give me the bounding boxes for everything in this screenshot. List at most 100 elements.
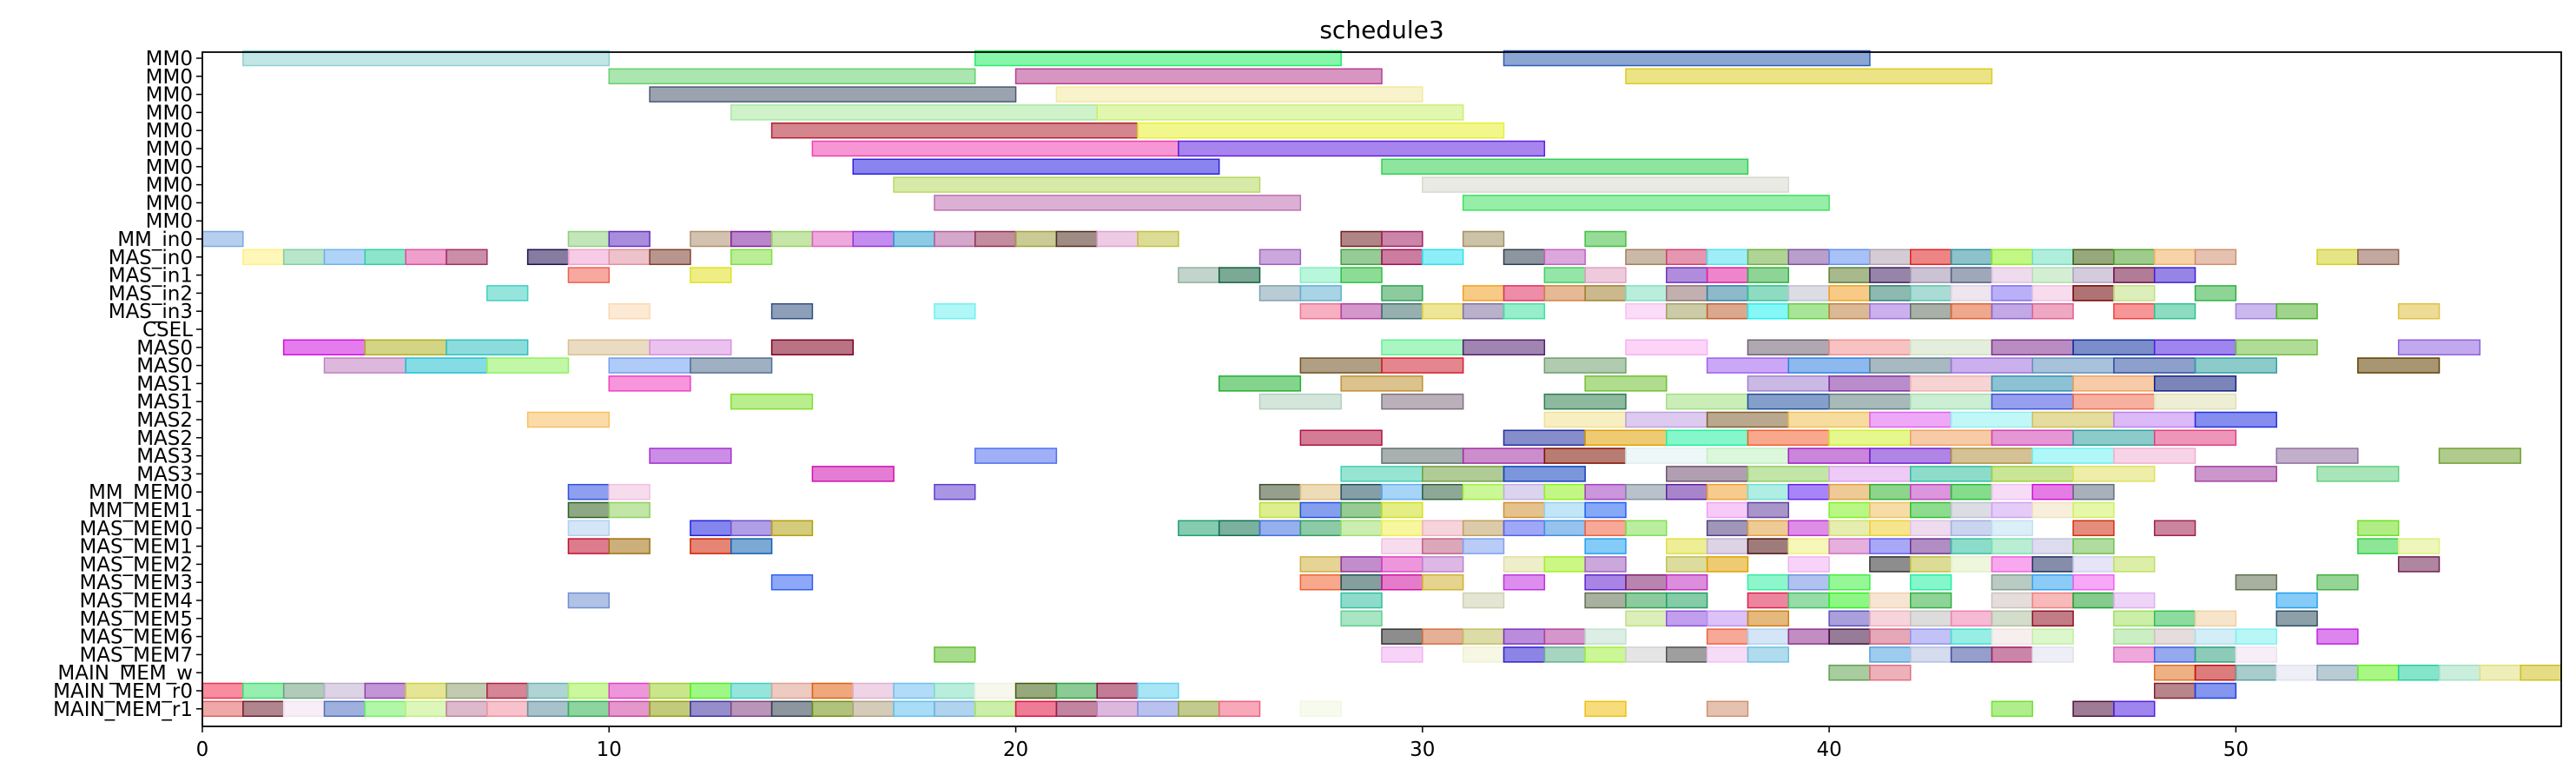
task-bar-12-5: [1340, 267, 1383, 283]
task-bar-29-15: [2072, 573, 2115, 591]
task-bar-11-20: [1747, 249, 1790, 266]
task-bar-21-5: [1828, 429, 1912, 447]
task-bar-18-0: [608, 375, 691, 392]
task-bar-21-1: [1503, 429, 1586, 447]
task-bar-19-7: [1910, 393, 1993, 410]
task-bar-29-14: [2031, 573, 2074, 591]
task-bar-11-30: [2153, 249, 2196, 266]
task-bar-11-13: [1381, 249, 1423, 266]
task-bar-30-9: [1869, 592, 1912, 609]
task-bar-16-12: [1991, 339, 2074, 356]
task-bar-26-12: [1503, 520, 1546, 537]
task-bar-24-4: [1299, 483, 1342, 500]
task-bar-12-2: [1178, 267, 1220, 283]
row-label-32: MAS_MEM6: [79, 626, 193, 649]
task-bar-28-9: [1787, 556, 1830, 573]
task-bar-28-7: [1666, 556, 1708, 573]
row-label-27: MAS_MEM1: [79, 536, 193, 559]
task-bar-14-9: [1625, 302, 1668, 320]
task-bar-2-0: [649, 86, 1017, 103]
task-bar-13-6: [1543, 285, 1586, 302]
task-bar-24-13: [1666, 483, 1708, 500]
row-label-31: MAS_MEM5: [79, 608, 193, 631]
task-bar-25-8: [1584, 501, 1627, 519]
row-label-22: MAS3: [136, 446, 193, 468]
task-bar-36-4: [364, 700, 406, 718]
task-bar-12-7: [1584, 267, 1627, 283]
task-bar-25-11: [1828, 501, 1871, 519]
task-bar-24-15: [1747, 483, 1790, 500]
row-label-24: MM_MEM0: [89, 481, 193, 504]
task-bar-10-0: [201, 230, 244, 248]
task-bar-16-7: [1462, 339, 1546, 356]
task-bar-32-17: [2194, 628, 2237, 645]
task-bar-17-1: [405, 357, 488, 374]
row-label-10: MM_in0: [117, 229, 193, 251]
x-tick-label-5: 50: [2223, 739, 2249, 761]
task-bar-11-15: [1503, 249, 1546, 266]
task-bar-11-8: [608, 249, 651, 266]
task-bar-25-10: [1747, 501, 1790, 519]
task-bar-16-6: [1381, 339, 1464, 356]
task-bar-12-10: [1747, 267, 1790, 283]
task-bar-21-7: [1991, 429, 2074, 447]
task-bar-13-3: [1381, 285, 1423, 302]
x-axis: 0 10 20 30 40 50: [196, 726, 2249, 761]
task-bar-11-31: [2194, 249, 2237, 266]
task-bar-35-16: [852, 682, 895, 699]
task-bar-27-11: [1787, 538, 1830, 554]
task-bar-36-11: [649, 700, 691, 718]
row-label-13: MAS_in2: [109, 282, 193, 305]
task-bar-24-20: [1950, 483, 1993, 500]
task-bar-35-24: [2153, 682, 2196, 699]
task-bar-36-13: [730, 700, 773, 718]
task-bar-35-2: [282, 682, 326, 699]
task-bar-24-17: [1828, 483, 1871, 500]
task-bar-20-1: [1543, 411, 1627, 428]
task-bar-32-0: [1381, 628, 1423, 645]
chart-title: schedule3: [1319, 16, 1443, 44]
task-bar-25-15: [1991, 501, 2033, 519]
task-bar-30-12: [2031, 592, 2074, 609]
task-bar-30-10: [1910, 592, 1952, 609]
task-bar-14-3: [1299, 302, 1342, 320]
task-bar-11-25: [1950, 249, 1993, 266]
task-bar-21-6: [1910, 429, 1993, 447]
task-bar-35-0: [201, 682, 244, 699]
task-bar-36-3: [323, 700, 367, 718]
task-bar-14-21: [2153, 302, 2196, 320]
task-bar-11-23: [1869, 249, 1912, 266]
task-bar-24-3: [1258, 483, 1302, 500]
task-bar-33-12: [1950, 646, 1993, 663]
task-bar-34-5: [2275, 664, 2318, 681]
task-bar-14-19: [2031, 302, 2074, 320]
task-bar-16-5: [770, 339, 854, 356]
task-bar-33-13: [1991, 646, 2033, 663]
task-bar-26-6: [1258, 520, 1302, 537]
task-bar-36-21: [1055, 700, 1098, 718]
task-bar-24-1: [608, 483, 651, 500]
task-bar-29-12: [1910, 573, 1952, 591]
task-bar-34-1: [1869, 664, 1912, 681]
task-bar-36-16: [852, 700, 895, 718]
task-bar-26-15: [1625, 520, 1668, 537]
task-bar-16-0: [282, 339, 367, 356]
row-label-0: MM0: [146, 48, 193, 70]
task-bar-26-18: [1787, 520, 1830, 537]
task-bar-29-4: [1422, 573, 1464, 591]
task-bar-20-8: [2113, 411, 2196, 428]
task-bar-24-21: [1991, 483, 2033, 500]
task-bar-32-11: [1910, 628, 1952, 645]
task-bar-11-0: [242, 249, 285, 266]
task-bar-14-12: [1747, 302, 1790, 320]
task-bar-35-11: [649, 682, 691, 699]
task-bar-11-17: [1625, 249, 1668, 266]
task-bar-33-8: [1706, 646, 1749, 663]
task-bar-27-3: [730, 538, 773, 554]
task-bar-14-17: [1950, 302, 1993, 320]
task-bar-10-2: [608, 230, 651, 248]
task-bar-11-14: [1422, 249, 1464, 266]
task-bar-23-9: [2072, 466, 2156, 482]
task-bar-22-1: [974, 447, 1058, 464]
task-bar-13-14: [1869, 285, 1912, 302]
